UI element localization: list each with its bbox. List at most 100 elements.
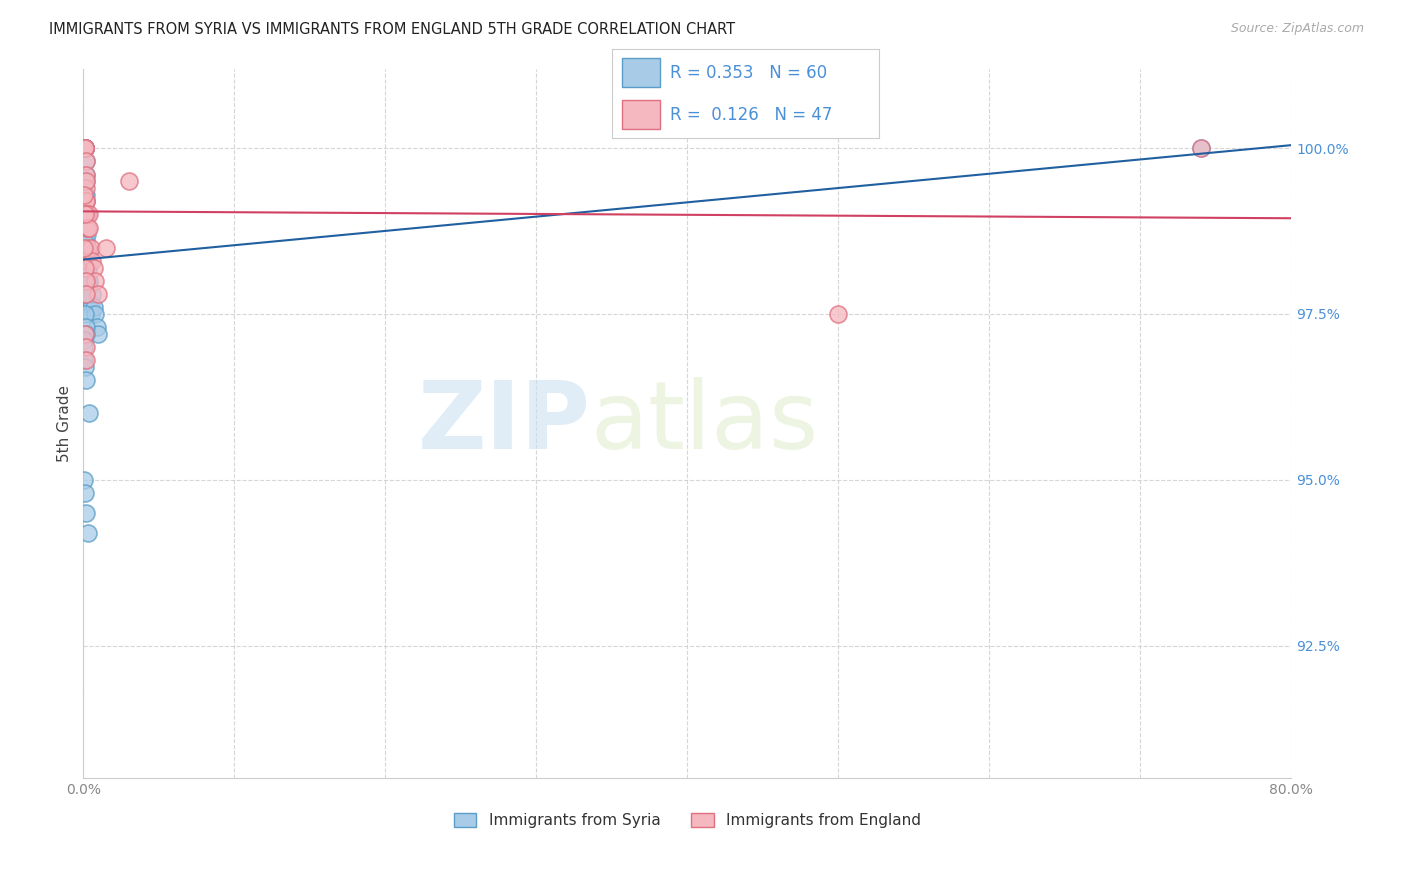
Point xyxy=(82,253,104,268)
Point xyxy=(117,174,139,188)
Point xyxy=(76,220,98,235)
Point xyxy=(80,241,103,255)
Point xyxy=(80,307,103,321)
Point xyxy=(77,274,100,288)
Point xyxy=(75,506,97,520)
Text: Source: ZipAtlas.com: Source: ZipAtlas.com xyxy=(1230,22,1364,36)
Point xyxy=(79,406,101,420)
Point xyxy=(73,141,96,155)
Text: ZIP: ZIP xyxy=(418,377,591,469)
Point xyxy=(73,141,96,155)
Point xyxy=(75,194,97,209)
Point xyxy=(75,194,97,209)
Point xyxy=(73,141,96,155)
Point xyxy=(73,247,96,261)
Point xyxy=(73,340,96,354)
Point xyxy=(73,141,96,155)
Point xyxy=(73,141,96,155)
Point xyxy=(79,280,101,294)
Point xyxy=(75,174,97,188)
Point xyxy=(73,141,96,155)
Point xyxy=(73,353,96,368)
Point xyxy=(73,359,96,374)
Point xyxy=(75,320,97,334)
Point xyxy=(76,247,98,261)
Point xyxy=(75,274,97,288)
Point xyxy=(87,287,110,301)
Point xyxy=(827,307,849,321)
Point xyxy=(84,274,107,288)
Point xyxy=(73,141,96,155)
Point xyxy=(73,141,96,155)
Point xyxy=(73,187,96,202)
Point xyxy=(76,274,98,288)
Text: R =  0.126   N = 47: R = 0.126 N = 47 xyxy=(671,106,832,124)
Point xyxy=(75,168,97,182)
Point xyxy=(73,207,96,221)
Y-axis label: 5th Grade: 5th Grade xyxy=(58,384,72,462)
Point xyxy=(73,260,96,275)
Point xyxy=(83,301,105,315)
Point xyxy=(73,141,96,155)
Point xyxy=(76,241,98,255)
Point xyxy=(1189,141,1212,155)
Point xyxy=(75,168,97,182)
Point xyxy=(75,207,97,221)
Point xyxy=(73,141,96,155)
Point xyxy=(73,234,96,248)
Point xyxy=(79,220,101,235)
Point xyxy=(73,220,96,235)
Point xyxy=(73,141,96,155)
Point xyxy=(73,141,96,155)
Point xyxy=(73,486,96,500)
Point xyxy=(75,326,97,341)
Point xyxy=(75,220,97,235)
Point xyxy=(73,141,96,155)
Point xyxy=(73,287,96,301)
Point xyxy=(77,207,100,221)
Point xyxy=(73,141,96,155)
Point xyxy=(73,334,96,348)
Point xyxy=(73,326,96,341)
Point xyxy=(75,340,97,354)
Point xyxy=(76,227,98,242)
Point xyxy=(73,141,96,155)
Point xyxy=(1189,141,1212,155)
Point xyxy=(76,260,98,275)
Point xyxy=(73,141,96,155)
Point xyxy=(76,241,98,255)
Point xyxy=(73,141,96,155)
Point xyxy=(86,320,108,334)
FancyBboxPatch shape xyxy=(623,100,659,129)
Text: R = 0.353   N = 60: R = 0.353 N = 60 xyxy=(671,64,828,82)
Point xyxy=(73,141,96,155)
Point xyxy=(73,141,96,155)
Point xyxy=(73,141,96,155)
Point xyxy=(83,260,105,275)
Point xyxy=(75,287,97,301)
Point xyxy=(73,241,96,255)
Point xyxy=(73,141,96,155)
Point xyxy=(76,525,98,540)
Point xyxy=(73,307,96,321)
Point xyxy=(73,473,96,487)
Point xyxy=(75,154,97,169)
Point xyxy=(75,207,97,221)
Point xyxy=(73,141,96,155)
Point xyxy=(73,141,96,155)
Point xyxy=(73,274,96,288)
Point xyxy=(73,141,96,155)
Legend: Immigrants from Syria, Immigrants from England: Immigrants from Syria, Immigrants from E… xyxy=(447,807,927,834)
Point xyxy=(73,141,96,155)
Point xyxy=(73,141,96,155)
Point xyxy=(79,293,101,308)
Text: atlas: atlas xyxy=(591,377,818,469)
Point xyxy=(94,241,117,255)
Point xyxy=(75,353,97,368)
Point xyxy=(73,141,96,155)
Point xyxy=(75,181,97,195)
Point xyxy=(75,154,97,169)
Text: IMMIGRANTS FROM SYRIA VS IMMIGRANTS FROM ENGLAND 5TH GRADE CORRELATION CHART: IMMIGRANTS FROM SYRIA VS IMMIGRANTS FROM… xyxy=(49,22,735,37)
Point xyxy=(73,141,96,155)
Point xyxy=(75,187,97,202)
